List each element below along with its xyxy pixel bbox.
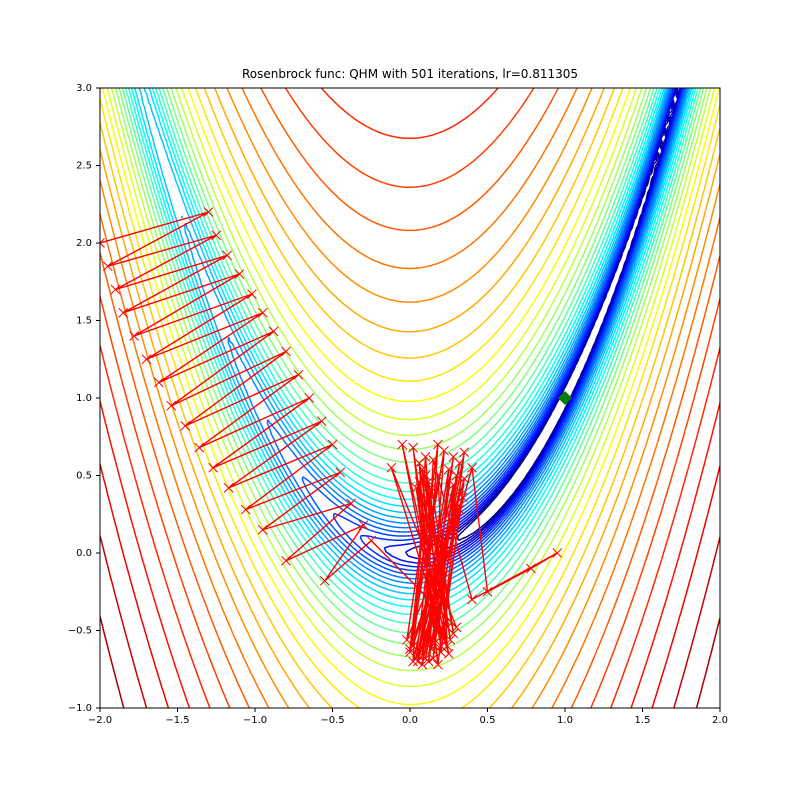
x-tick-label: −2.0 — [88, 715, 112, 726]
x-tick-label: −1.5 — [165, 715, 189, 726]
y-tick-label: 0.5 — [76, 471, 92, 482]
y-tick-label: 1.0 — [76, 393, 92, 404]
y-tick-label: 3.0 — [76, 83, 92, 94]
x-tick-label: 0.5 — [480, 715, 496, 726]
y-tick-label: −0.5 — [68, 626, 92, 637]
chart-title: Rosenbrock func: QHM with 501 iterations… — [242, 67, 578, 81]
y-tick-label: 0.0 — [76, 548, 92, 559]
y-tick-label: 1.5 — [76, 316, 92, 327]
x-tick-label: −1.0 — [243, 715, 267, 726]
y-tick-label: −1.0 — [68, 703, 92, 714]
y-tick-label: 2.0 — [76, 238, 92, 249]
x-tick-label: 1.0 — [557, 715, 573, 726]
x-tick-label: −0.5 — [320, 715, 344, 726]
plot-area — [96, 88, 721, 708]
y-tick-label: 2.5 — [76, 161, 92, 172]
x-tick-label: 2.0 — [712, 715, 728, 726]
x-tick-label: 1.5 — [635, 715, 651, 726]
x-tick-label: 0.0 — [402, 715, 418, 726]
